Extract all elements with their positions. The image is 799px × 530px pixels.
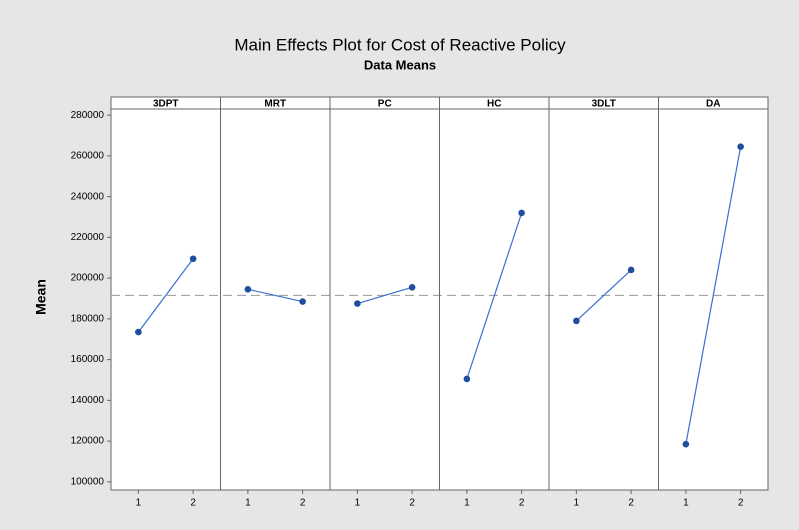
point [573,317,580,325]
panel-label: MRT [264,99,286,110]
y-tick-label: 160000 [71,354,105,365]
y-tick-label: 240000 [71,191,105,202]
effect-line [247,288,303,303]
effect-line [685,146,742,445]
point [354,300,361,307]
y-tick-label: 280000 [71,110,105,121]
x-tick-label: 2 [190,498,196,509]
y-tick-label: 220000 [71,232,105,243]
point [463,375,471,383]
y-tick-label: 200000 [71,273,105,284]
effect-line [575,269,632,322]
point [189,255,197,263]
y-tick-label: 100000 [71,476,105,487]
x-tick-label: 1 [464,498,470,509]
point [244,286,252,293]
x-tick-label: 1 [245,498,251,509]
panel-label: 3DPT [153,99,179,110]
point [627,266,635,274]
y-tick-label: 260000 [71,151,105,162]
chart-subtitle: Data Means [364,57,436,72]
point [408,283,416,291]
x-tick-label: 2 [409,498,415,509]
x-tick-label: 2 [628,498,634,509]
y-tick-label: 140000 [71,395,105,406]
effect-line [137,258,194,333]
panel-strip [658,96,769,110]
point [518,209,525,217]
point [299,298,306,305]
effect-line [466,212,523,380]
effect-line [357,286,413,305]
point [737,143,744,150]
x-tick-label: 1 [136,498,142,509]
point [682,440,690,448]
x-tick-label: 2 [519,498,525,509]
y-tick-label: 180000 [71,313,105,324]
panel-label: 3DLT [592,99,616,110]
x-tick-label: 1 [355,498,361,509]
panel-label: PC [378,99,392,110]
panel-label: HC [487,99,501,110]
chart-title: Main Effects Plot for Cost of Reactive P… [234,35,566,54]
y-axis-label: Mean [33,279,49,315]
x-tick-label: 2 [300,498,306,509]
panel-label: DA [706,99,720,110]
x-tick-label: 1 [574,498,580,509]
y-tick-label: 120000 [71,436,105,447]
x-tick-label: 1 [683,498,689,509]
point [135,328,142,336]
x-tick-label: 2 [738,498,744,509]
